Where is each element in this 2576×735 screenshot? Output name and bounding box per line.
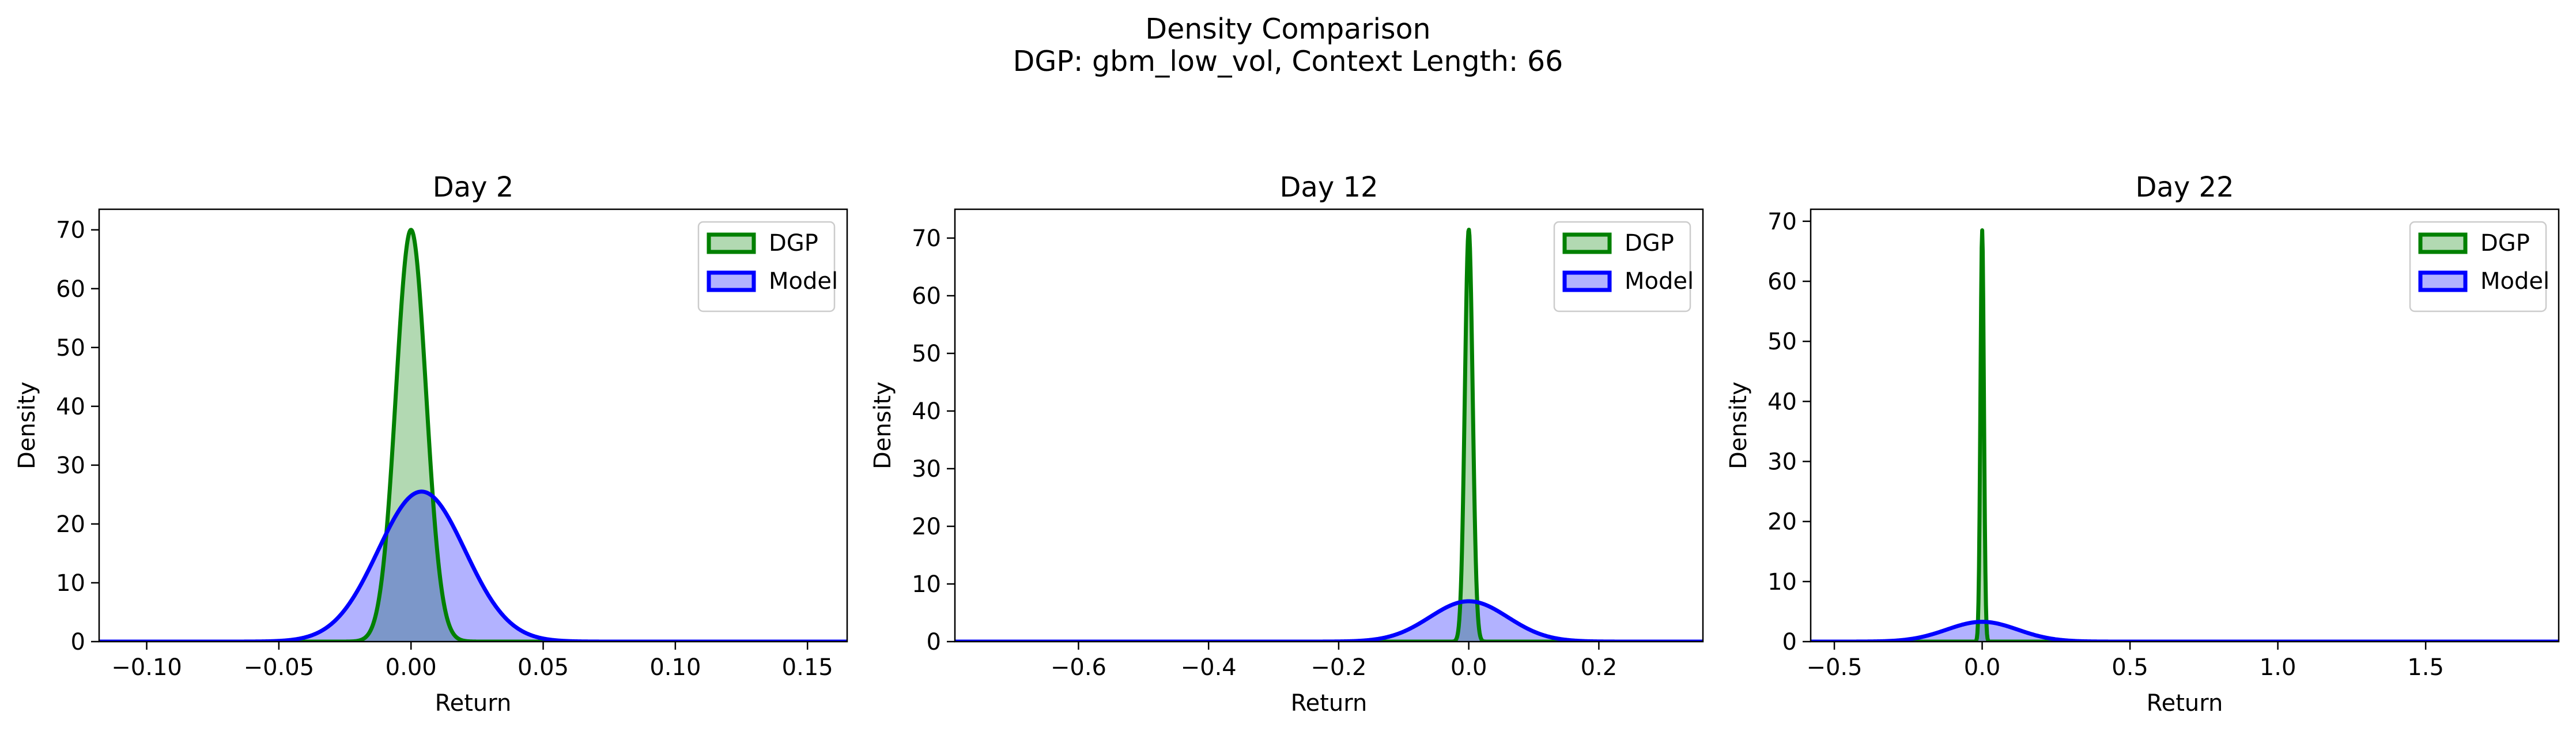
x-tick-label: −0.10 (111, 654, 182, 681)
y-tick-label: 10 (912, 571, 941, 598)
y-tick-label: 60 (56, 276, 85, 303)
y-axis-label: Density (870, 382, 896, 469)
y-tick-label: 50 (912, 341, 941, 367)
y-tick-label: 10 (56, 570, 85, 597)
x-axis-label: Return (1291, 690, 1368, 717)
legend-swatch-model (1562, 270, 1612, 292)
legend-label-model: Model (769, 268, 838, 295)
x-tick-label: 0.0 (1451, 654, 1487, 681)
x-tick-label: −0.05 (244, 654, 315, 681)
x-axis-label: Return (2147, 690, 2223, 717)
x-tick-label: 0.5 (2112, 654, 2148, 681)
x-tick-label: 0.2 (1581, 654, 1618, 681)
x-tick-label: 0.15 (782, 654, 833, 681)
legend-label-dgp: DGP (769, 230, 818, 257)
y-axis-label: Density (1725, 382, 1752, 469)
density-line-model (1811, 620, 2559, 642)
x-tick-label: 0.0 (1964, 654, 2001, 681)
x-tick-label: −0.2 (1310, 654, 1366, 681)
density-fill-model (955, 601, 1703, 642)
y-tick-label: 40 (912, 398, 941, 425)
legend-label-dgp: DGP (2480, 230, 2530, 257)
subplot-3: −0.5 0.0 0.5 1.0 1.5 0 10 20 30 40 50 60 70 Day 22 Ret… (1725, 171, 2560, 717)
y-tick-label: 0 (71, 629, 85, 655)
x-tick-label: 0.00 (386, 654, 437, 681)
axes-frame (98, 208, 848, 643)
legend-swatch-model (2418, 270, 2468, 292)
y-tick-label: 40 (1767, 389, 1797, 415)
legend-swatch-dgp (1562, 232, 1612, 254)
y-tick-label: 20 (912, 514, 941, 540)
y-tick-label: 0 (927, 629, 941, 655)
subplot-title: Day 22 (2135, 171, 2234, 203)
legend-swatch-model (707, 270, 756, 292)
y-tick-label: 30 (56, 453, 85, 479)
axes-frame (1810, 208, 2560, 643)
y-tick-label: 60 (1767, 269, 1797, 295)
figure-subtitle: DGP: gbm_low_vol, Context Length: 66 (1013, 45, 1563, 78)
x-tick-label: 1.5 (2407, 654, 2444, 681)
y-tick-label: 0 (1782, 629, 1797, 655)
density-fill-model (99, 491, 847, 642)
y-tick-label: 50 (1767, 329, 1797, 355)
x-tick-label: −0.4 (1181, 654, 1237, 681)
y-tick-label: 30 (1767, 449, 1797, 476)
legend-label-model: Model (2480, 268, 2549, 295)
plot-area (1811, 228, 2559, 642)
density-fill-model (1811, 621, 2559, 642)
y-tick-label: 70 (56, 217, 85, 244)
x-tick-label: −0.5 (1806, 654, 1862, 681)
x-tick-label: 0.10 (649, 654, 701, 681)
y-tick-label: 40 (56, 394, 85, 420)
legend-swatch-dgp (2418, 232, 2468, 254)
legend-swatch-dgp (707, 232, 756, 254)
x-tick-label: −0.6 (1051, 654, 1106, 681)
legend: DGP Model (697, 221, 838, 312)
x-tick-label: 1.0 (2260, 654, 2297, 681)
legend-label-dgp: DGP (1625, 230, 1674, 257)
y-axis-label: Density (14, 382, 40, 469)
y-tick-label: 10 (1767, 569, 1797, 595)
y-tick-label: 30 (912, 456, 941, 483)
axes-frame (954, 208, 1704, 643)
subplot-title: Day 2 (433, 171, 514, 203)
subplot-2: −0.6 −0.4 −0.2 0.0 0.2 0 10 20 30 40 50 60 70 Day 12 R… (870, 171, 1704, 717)
y-tick-label: 20 (56, 511, 85, 538)
y-tick-label: 20 (1767, 509, 1797, 536)
x-tick-label: 0.05 (518, 654, 569, 681)
figure-title: Density Comparison (1145, 13, 1431, 46)
x-axis-label: Return (435, 690, 512, 717)
legend-label-model: Model (1625, 268, 1694, 295)
subplot-title: Day 12 (1279, 171, 1378, 203)
y-tick-label: 60 (912, 283, 941, 310)
legend: DGP Model (2409, 221, 2549, 312)
y-tick-label: 50 (56, 335, 85, 361)
subplot-1: −0.10 −0.05 0.00 0.05 0.10 0.15 0 10 20 30 40 50 60 7… (14, 171, 848, 717)
legend: DGP Model (1553, 221, 1694, 312)
density-line-model (955, 599, 1703, 642)
y-tick-label: 70 (1767, 209, 1797, 235)
y-tick-label: 70 (912, 225, 941, 252)
